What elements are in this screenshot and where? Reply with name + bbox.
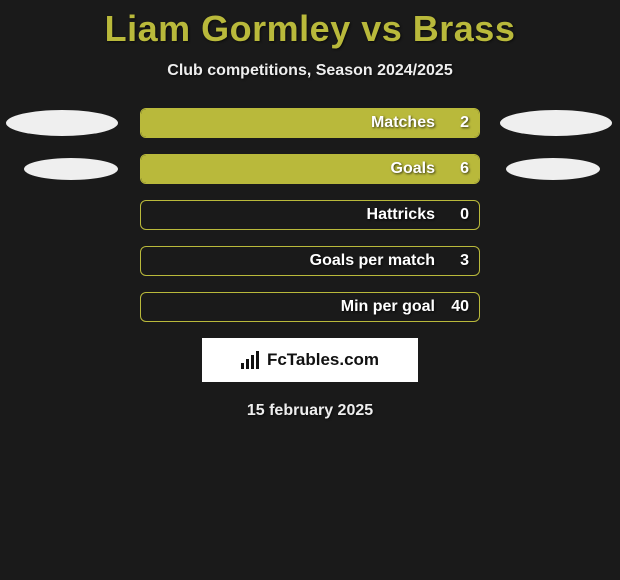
stat-row: Hattricks 0 [0, 200, 620, 230]
stat-value: 40 [451, 293, 469, 321]
bar-chart-icon [241, 351, 261, 369]
stat-label: Matches [141, 109, 443, 137]
stat-pill: Hattricks 0 [140, 200, 480, 230]
date-label: 15 february 2025 [0, 402, 620, 420]
stat-row: Goals 6 [0, 154, 620, 184]
stat-pill: Min per goal 40 [140, 292, 480, 322]
stat-pill: Goals 6 [140, 154, 480, 184]
page-title: Liam Gormley vs Brass [0, 8, 620, 50]
stat-label: Goals per match [141, 247, 443, 275]
brand-text: FcTables.com [267, 350, 379, 370]
stat-label: Min per goal [141, 293, 443, 321]
stat-row: Min per goal 40 [0, 292, 620, 322]
stat-value: 2 [460, 109, 469, 137]
stat-label: Hattricks [141, 201, 443, 229]
comparison-card: Liam Gormley vs Brass Club competitions,… [0, 0, 620, 420]
stat-row: Goals per match 3 [0, 246, 620, 276]
stat-value: 0 [460, 201, 469, 229]
stat-value: 3 [460, 247, 469, 275]
stats-block: Matches 2 Goals 6 Hattricks 0 Goals per … [0, 108, 620, 322]
page-subtitle: Club competitions, Season 2024/2025 [0, 62, 620, 80]
stat-row: Matches 2 [0, 108, 620, 138]
stat-pill: Matches 2 [140, 108, 480, 138]
stat-label: Goals [141, 155, 443, 183]
stat-pill: Goals per match 3 [140, 246, 480, 276]
stat-value: 6 [460, 155, 469, 183]
brand-link[interactable]: FcTables.com [202, 338, 418, 382]
